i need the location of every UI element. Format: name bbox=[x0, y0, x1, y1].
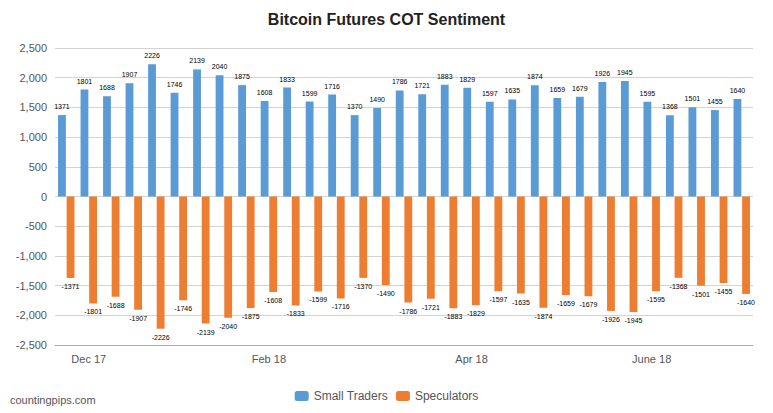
svg-text:Speculators: Speculators bbox=[415, 389, 478, 403]
svg-text:2,000: 2,000 bbox=[19, 72, 47, 84]
svg-text:-1599: -1599 bbox=[309, 296, 327, 303]
svg-text:1455: 1455 bbox=[707, 98, 723, 105]
svg-text:Small Traders: Small Traders bbox=[314, 389, 388, 403]
svg-text:1490: 1490 bbox=[369, 96, 385, 103]
svg-text:1883: 1883 bbox=[437, 73, 453, 80]
svg-text:1608: 1608 bbox=[257, 89, 273, 96]
svg-text:1926: 1926 bbox=[595, 70, 611, 77]
svg-text:-1688: -1688 bbox=[107, 302, 125, 309]
svg-text:1640: 1640 bbox=[730, 87, 746, 94]
svg-text:1599: 1599 bbox=[302, 90, 318, 97]
svg-text:2040: 2040 bbox=[212, 63, 228, 70]
svg-text:-2,500: -2,500 bbox=[16, 339, 47, 351]
svg-text:1833: 1833 bbox=[279, 76, 295, 83]
svg-text:-500: -500 bbox=[25, 220, 47, 232]
svg-text:-1659: -1659 bbox=[557, 300, 575, 307]
svg-text:June 18: June 18 bbox=[632, 353, 671, 365]
svg-text:1829: 1829 bbox=[459, 76, 475, 83]
svg-text:countingpips.com: countingpips.com bbox=[10, 394, 96, 406]
svg-text:1801: 1801 bbox=[77, 78, 93, 85]
svg-text:2,500: 2,500 bbox=[19, 42, 47, 54]
svg-text:1,500: 1,500 bbox=[19, 101, 47, 113]
svg-text:-1801: -1801 bbox=[84, 308, 102, 315]
svg-text:-1608: -1608 bbox=[264, 297, 282, 304]
svg-text:2226: 2226 bbox=[144, 52, 160, 59]
svg-text:-2139: -2139 bbox=[197, 329, 215, 336]
svg-text:Feb 18: Feb 18 bbox=[252, 353, 286, 365]
svg-text:1716: 1716 bbox=[324, 83, 340, 90]
svg-text:1659: 1659 bbox=[550, 86, 566, 93]
svg-text:-2226: -2226 bbox=[152, 334, 170, 341]
svg-text:Apr 18: Apr 18 bbox=[455, 353, 487, 365]
svg-text:-1721: -1721 bbox=[422, 304, 440, 311]
svg-text:-1786: -1786 bbox=[399, 308, 417, 315]
svg-text:-1490: -1490 bbox=[377, 290, 395, 297]
svg-text:1945: 1945 bbox=[617, 69, 633, 76]
svg-text:1688: 1688 bbox=[99, 84, 115, 91]
svg-text:1786: 1786 bbox=[392, 78, 408, 85]
svg-text:-1455: -1455 bbox=[715, 288, 733, 295]
svg-text:1368: 1368 bbox=[662, 103, 678, 110]
svg-text:1,000: 1,000 bbox=[19, 131, 47, 143]
svg-text:-2,000: -2,000 bbox=[16, 309, 47, 321]
svg-text:1875: 1875 bbox=[234, 73, 250, 80]
svg-text:1370: 1370 bbox=[347, 103, 363, 110]
svg-text:-1368: -1368 bbox=[670, 283, 688, 290]
svg-text:1746: 1746 bbox=[167, 81, 183, 88]
svg-text:-1501: -1501 bbox=[692, 291, 710, 298]
svg-text:1635: 1635 bbox=[504, 87, 520, 94]
svg-text:-1,000: -1,000 bbox=[16, 250, 47, 262]
svg-text:-1716: -1716 bbox=[332, 303, 350, 310]
svg-text:2139: 2139 bbox=[189, 57, 205, 64]
svg-text:-1883: -1883 bbox=[444, 313, 462, 320]
svg-text:1371: 1371 bbox=[54, 103, 70, 110]
svg-text:-1595: -1595 bbox=[647, 296, 665, 303]
svg-text:-1926: -1926 bbox=[602, 316, 620, 323]
svg-text:1595: 1595 bbox=[640, 90, 656, 97]
svg-text:-1875: -1875 bbox=[242, 313, 260, 320]
svg-text:-1597: -1597 bbox=[489, 296, 507, 303]
svg-text:-1,500: -1,500 bbox=[16, 280, 47, 292]
svg-text:-1829: -1829 bbox=[467, 310, 485, 317]
svg-text:Dec 17: Dec 17 bbox=[71, 353, 106, 365]
svg-text:0: 0 bbox=[41, 191, 47, 203]
svg-text:500: 500 bbox=[29, 161, 47, 173]
svg-text:-1907: -1907 bbox=[129, 315, 147, 322]
svg-text:-1370: -1370 bbox=[354, 283, 372, 290]
svg-text:1721: 1721 bbox=[414, 82, 430, 89]
svg-text:1907: 1907 bbox=[122, 71, 138, 78]
svg-text:Bitcoin Futures COT Sentiment: Bitcoin Futures COT Sentiment bbox=[268, 11, 506, 28]
svg-text:1501: 1501 bbox=[685, 95, 701, 102]
svg-text:-2040: -2040 bbox=[219, 323, 237, 330]
svg-text:1597: 1597 bbox=[482, 90, 498, 97]
svg-text:-1371: -1371 bbox=[62, 283, 80, 290]
svg-text:-1679: -1679 bbox=[579, 301, 597, 308]
svg-text:-1945: -1945 bbox=[625, 317, 643, 324]
svg-text:-1874: -1874 bbox=[534, 313, 552, 320]
svg-text:-1640: -1640 bbox=[737, 299, 755, 306]
svg-text:1679: 1679 bbox=[572, 85, 588, 92]
svg-text:-1635: -1635 bbox=[512, 299, 530, 306]
svg-text:-1833: -1833 bbox=[287, 310, 305, 317]
svg-text:-1746: -1746 bbox=[174, 305, 192, 312]
svg-text:1874: 1874 bbox=[527, 73, 543, 80]
